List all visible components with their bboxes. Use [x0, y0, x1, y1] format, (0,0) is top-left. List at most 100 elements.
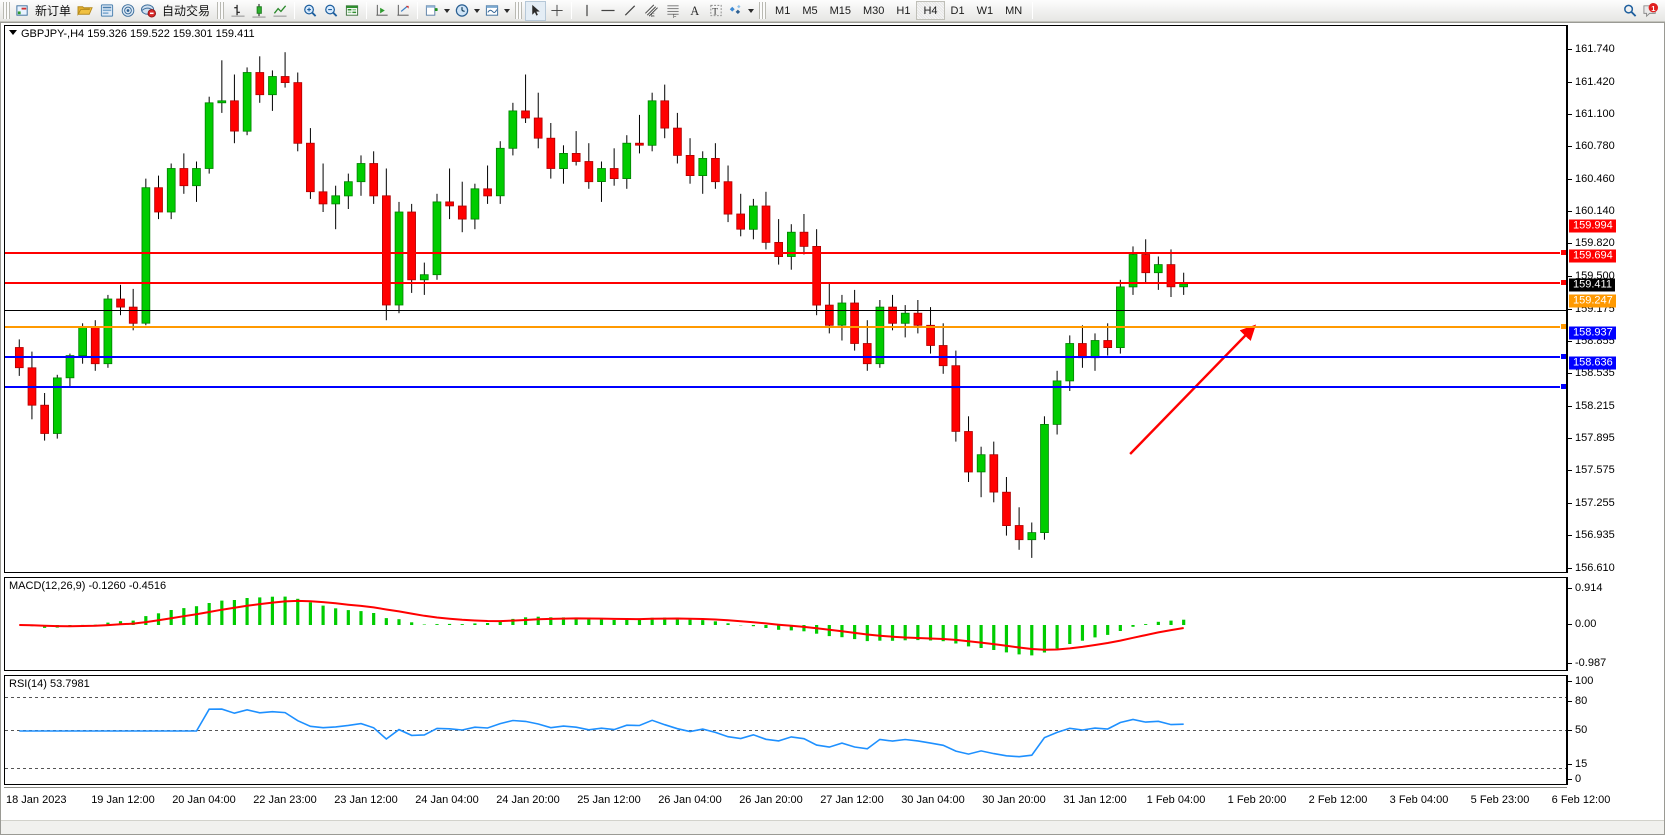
new-order-button[interactable]: 新订单 — [13, 1, 75, 21]
vline-button[interactable] — [576, 1, 597, 21]
hline-icon — [599, 3, 617, 18]
autotrade-icon — [140, 3, 157, 18]
toolbar-separator-1 — [294, 2, 296, 19]
price-tag-support[interactable]: 158.937 — [1569, 326, 1616, 340]
hline-button[interactable] — [597, 1, 619, 21]
toolbar-grip[interactable] — [3, 2, 10, 19]
time-tick: 1 Feb 04:00 — [1146, 794, 1206, 806]
price-tick: 156.610 — [1568, 562, 1615, 574]
time-tick: 22 Jan 23:00 — [253, 794, 317, 806]
autotrade-label: 自动交易 — [162, 4, 211, 18]
svg-text:T: T — [712, 7, 718, 17]
price-tag-resistance[interactable]: 159.694 — [1569, 249, 1616, 263]
add-indicator-caret-icon[interactable] — [444, 8, 451, 13]
equidistant-channel-button[interactable]: E — [640, 1, 662, 21]
objects-button[interactable] — [726, 1, 756, 21]
time-tick: 24 Jan 04:00 — [415, 794, 479, 806]
text-button[interactable]: A — [684, 1, 705, 21]
candlestick-series — [14, 52, 1188, 558]
alert-button[interactable]: 1 — [1640, 1, 1661, 21]
fibonacci-icon: F — [664, 3, 682, 18]
rsi-scale[interactable]: 100 80 50 15 0 — [1567, 675, 1661, 785]
zoom-in-button[interactable] — [299, 1, 320, 21]
macd-series — [19, 596, 1186, 656]
toolbar-grip-3[interactable] — [515, 2, 523, 19]
macd-pane[interactable]: MACD(12,26,9) -0.1260 -0.4516 — [4, 577, 1567, 671]
macd-scale[interactable]: 0.914 0.00 -0.987 — [1567, 577, 1661, 671]
search-button[interactable] — [1619, 1, 1640, 21]
scroll-to-end-button[interactable] — [371, 1, 392, 21]
period-caret-icon[interactable] — [474, 8, 481, 13]
templates-caret-icon[interactable] — [504, 8, 511, 13]
zoom-out-button[interactable] — [320, 1, 341, 21]
horizontal-scrollbar[interactable] — [1, 820, 1664, 834]
rsi-tick: 15 — [1568, 758, 1587, 770]
timeframe-m1[interactable]: M1 — [775, 4, 791, 17]
cursor-button[interactable] — [525, 0, 547, 21]
price-tag-support[interactable]: 158.636 — [1569, 356, 1616, 370]
trend-arrow-annotation[interactable] — [5, 26, 1566, 572]
price-tick: 161.420 — [1568, 76, 1615, 88]
timeframe-h1[interactable]: H1 — [896, 4, 911, 17]
time-tick: 20 Jan 04:00 — [172, 794, 236, 806]
price-tick: 159.820 — [1568, 237, 1615, 249]
chart-window[interactable]: GBPJPY-,H4 159.326 159.522 159.301 159.4… — [0, 22, 1665, 835]
objects-icon — [728, 3, 744, 18]
period-button[interactable] — [452, 1, 482, 21]
chart-shift-icon — [395, 3, 411, 18]
price-pane[interactable]: GBPJPY-,H4 159.326 159.522 159.301 159.4… — [4, 25, 1567, 573]
symbol-ohlc-label: GBPJPY-,H4 159.326 159.522 159.301 159.4… — [21, 28, 255, 40]
timeframe-d1[interactable]: D1 — [950, 4, 965, 17]
time-tick: 2 Feb 12:00 — [1308, 794, 1368, 806]
autotrade-button[interactable]: 自动交易 — [138, 1, 214, 21]
line-chart-button[interactable] — [269, 1, 290, 21]
rsi-title: RSI(14) 53.7981 — [9, 678, 90, 690]
macd-tick: -0.987 — [1568, 657, 1606, 669]
trendline-button[interactable] — [619, 1, 640, 21]
cursor-icon — [529, 3, 543, 18]
timeframe-m5[interactable]: M5 — [802, 4, 818, 17]
rsi-series — [19, 708, 1184, 758]
price-tag-pivot[interactable]: 159.247 — [1569, 294, 1616, 308]
crosshair-button[interactable] — [546, 1, 567, 21]
toolbar-separator-5 — [1032, 2, 1034, 19]
text-icon: A — [688, 3, 702, 18]
price-tick: 161.100 — [1568, 108, 1615, 120]
time-tick: 26 Jan 20:00 — [739, 794, 803, 806]
toolbar-separator-2 — [366, 2, 368, 19]
timeframe-m15[interactable]: M15 — [829, 4, 851, 17]
market-watch-button[interactable] — [96, 1, 117, 21]
bar-chart-button[interactable] — [227, 1, 248, 21]
scroll-to-end-icon — [374, 3, 390, 18]
navigator-button[interactable] — [117, 1, 138, 21]
folder-icon — [77, 3, 94, 18]
price-tag-resistance[interactable]: 159.994 — [1569, 219, 1616, 233]
toolbar-grip-2[interactable] — [217, 2, 225, 19]
label-button[interactable]: T — [705, 1, 726, 21]
time-scale[interactable]: 18 Jan 2023 19 Jan 12:00 20 Jan 04:00 22 Ja… — [4, 787, 1610, 815]
rsi-plot — [5, 676, 1566, 784]
timeframe-w1[interactable]: W1 — [976, 4, 994, 17]
chart-menu-caret-icon[interactable] — [9, 30, 17, 35]
data-window-button[interactable] — [341, 1, 362, 21]
time-tick: 31 Jan 12:00 — [1063, 794, 1127, 806]
price-tag-last-price[interactable]: 159.411 — [1569, 278, 1615, 292]
add-indicator-button[interactable] — [422, 1, 452, 21]
timeframe-mn[interactable]: MN — [1005, 4, 1023, 17]
timeframe-h4[interactable]: H4 — [916, 1, 945, 20]
svg-text:E: E — [651, 13, 655, 18]
templates-button[interactable] — [482, 1, 512, 21]
time-tick: 26 Jan 04:00 — [658, 794, 722, 806]
folder-button[interactable] — [75, 1, 96, 21]
chart-shift-button[interactable] — [392, 1, 413, 21]
objects-caret-icon[interactable] — [748, 8, 755, 13]
rsi-pane[interactable]: RSI(14) 53.7981 — [4, 675, 1567, 785]
candlestick-chart-button[interactable] — [248, 1, 269, 21]
fibonacci-button[interactable]: F — [662, 1, 684, 21]
timeframe-m30[interactable]: M30 — [863, 4, 885, 17]
price-scale[interactable]: 161.740 161.420 161.100 160.780 160.460 160.1… — [1567, 25, 1661, 574]
toolbar-grip-4[interactable] — [759, 2, 767, 19]
templates-icon — [484, 3, 500, 18]
price-tick: 160.460 — [1568, 173, 1615, 185]
